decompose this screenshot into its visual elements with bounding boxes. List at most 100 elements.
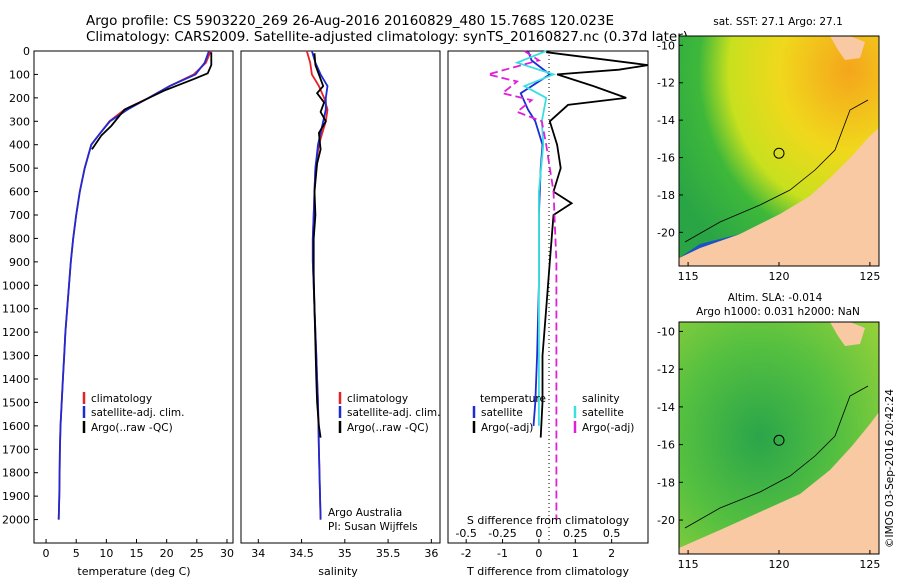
map-x-tick-label: 115 [678, 270, 699, 283]
y-tick-label: 0 [23, 45, 30, 58]
map-y-tick-label: -16 [657, 152, 675, 165]
difference-legend: temperature satellite Argo(-adj) salinit… [472, 393, 634, 434]
y-tick-label: 900 [9, 256, 30, 269]
y-tick-label: 700 [9, 209, 30, 222]
legend-argo-label: Argo(..raw -QC) [91, 422, 173, 434]
salinity-xlabel: salinity [318, 565, 358, 578]
argo-australia-label: Argo Australia [328, 507, 402, 519]
series-line-argo-adj-t [539, 51, 649, 438]
x2-tick-label: -0.25 [488, 527, 516, 540]
map-y-tick-label: -12 [657, 363, 675, 376]
sla-argo-location-marker [773, 434, 785, 446]
legend-t-satellite-label: satellite [481, 407, 523, 419]
x-tick-label: 30 [220, 547, 234, 560]
sst-argo-location-marker [773, 147, 785, 159]
y-tick-label: 300 [9, 115, 30, 128]
sla-map-title-line2: Argo h1000: 0.031 h2000: NaN [696, 306, 860, 318]
x-tick-label: 15 [130, 547, 144, 560]
legend-s-satellite-label: satellite [582, 407, 624, 419]
sla-land [679, 412, 879, 554]
y-tick-label: 600 [9, 186, 30, 199]
x2-tick-label: -0.5 [455, 527, 476, 540]
x-tick-label: 36 [424, 547, 438, 560]
x-tick-label: 5 [73, 547, 80, 560]
temperature-panel: 0100200300400500600700800900100011001200… [2, 45, 234, 578]
temperature-plot-frame [33, 50, 234, 544]
sst-island-north [830, 36, 865, 60]
x-tick-label: 35 [338, 547, 352, 560]
y-tick-label: 1200 [2, 326, 30, 339]
credit-timestamp: ©IMOS 03-Sep-2016 20:42:24 [884, 389, 896, 548]
map-y-tick-label: -16 [657, 439, 675, 452]
legend-temperature-title: temperature [480, 393, 546, 405]
t-diff-xlabel: T difference from climatology [466, 565, 629, 578]
y-tick-label: 400 [9, 139, 30, 152]
x-tick-label: 20 [160, 547, 174, 560]
salinity-plot-frame [240, 50, 441, 544]
y-tick-label: 200 [9, 92, 30, 105]
legend-argo-label: Argo(..raw -QC) [347, 422, 429, 434]
x-tick-label: 35.5 [376, 547, 401, 560]
sla-map-title-line1: Altim. SLA: -0.014 [728, 292, 823, 304]
x-tick-label: 0 [535, 547, 542, 560]
y-tick-label: 800 [9, 232, 30, 245]
map-y-tick-label: -20 [657, 514, 675, 527]
map-y-tick-label: -14 [657, 401, 675, 414]
y-tick-label: 1500 [2, 396, 30, 409]
pi-label: PI: Susan Wijffels [328, 521, 418, 533]
legend-satellite-label: satellite-adj. clim. [91, 407, 184, 419]
s-diff-xlabel: S difference from climatology [467, 514, 630, 527]
legend-salinity-title: salinity [582, 393, 620, 405]
y-tick-label: 2000 [2, 514, 30, 527]
x-tick-label: 10 [99, 547, 113, 560]
sla-map: Altim. SLA: -0.014 Argo h1000: 0.031 h20… [657, 292, 880, 571]
map-x-tick-label: 120 [769, 558, 790, 571]
salinity-panel: 34 34.5 35 35.5 36 salinity climatology sate… [240, 50, 441, 578]
sst-map-title: sat. SST: 27.1 Argo: 27.1 [713, 16, 843, 28]
series-line-argo-raw-qc- [91, 52, 213, 150]
map-x-tick-label: 125 [859, 270, 880, 283]
sst-isobath [684, 99, 869, 243]
map-y-tick-label: -20 [657, 226, 675, 239]
map-y-tick-label: -14 [657, 114, 675, 127]
x2-tick-label: 0.5 [603, 527, 621, 540]
x-tick-label: 25 [190, 547, 204, 560]
legend-t-argo-label: Argo(-adj) [481, 422, 533, 434]
y-tick-label: 1800 [2, 467, 30, 480]
temperature-legend: climatology satellite-adj. clim. Argo(..… [82, 392, 184, 434]
y-tick-label: 100 [9, 68, 30, 81]
x2-tick-label: 0 [535, 527, 542, 540]
x-tick-label: 1 [572, 547, 579, 560]
legend-satellite-label: satellite-adj. clim. [347, 407, 440, 419]
x-tick-label: 34.5 [289, 547, 314, 560]
sla-isobath [684, 385, 869, 529]
map-y-tick-label: -18 [657, 189, 675, 202]
difference-panel: -2 -1 0 1 2 -0.5 -0.25 0 0.25 0.5 T difference fr… [447, 50, 649, 578]
legend-climatology-label: climatology [347, 393, 408, 405]
y-tick-label: 500 [9, 162, 30, 175]
map-y-tick-label: -18 [657, 476, 675, 489]
x-tick-label: 34 [251, 547, 265, 560]
y-tick-label: 1000 [2, 279, 30, 292]
x2-tick-label: 0.25 [563, 527, 588, 540]
map-x-tick-label: 120 [769, 270, 790, 283]
y-tick-label: 1700 [2, 443, 30, 456]
y-tick-label: 1900 [2, 490, 30, 503]
sst-land [679, 128, 879, 266]
x-tick-label: 0 [43, 547, 50, 560]
figure-title: Argo profile: CS 5903220_269 26-Aug-2016… [86, 13, 614, 29]
legend-climatology-label: climatology [91, 393, 152, 405]
y-tick-label: 1300 [2, 350, 30, 363]
y-tick-label: 1100 [2, 303, 30, 316]
x-tick-label: 2 [608, 547, 615, 560]
figure-subtitle: Climatology: CARS2009. Satellite-adjuste… [86, 29, 689, 45]
series-line-argo-adj-s [484, 50, 558, 520]
series-line-argo-raw-qc- [312, 53, 327, 438]
map-y-tick-label: -12 [657, 77, 675, 90]
legend-s-argo-label: Argo(-adj) [582, 422, 634, 434]
sla-island-north [830, 322, 865, 346]
y-tick-label: 1400 [2, 373, 30, 386]
salinity-legend: climatology satellite-adj. clim. Argo(..… [338, 392, 440, 434]
temperature-xlabel: temperature (deg C) [77, 565, 190, 578]
